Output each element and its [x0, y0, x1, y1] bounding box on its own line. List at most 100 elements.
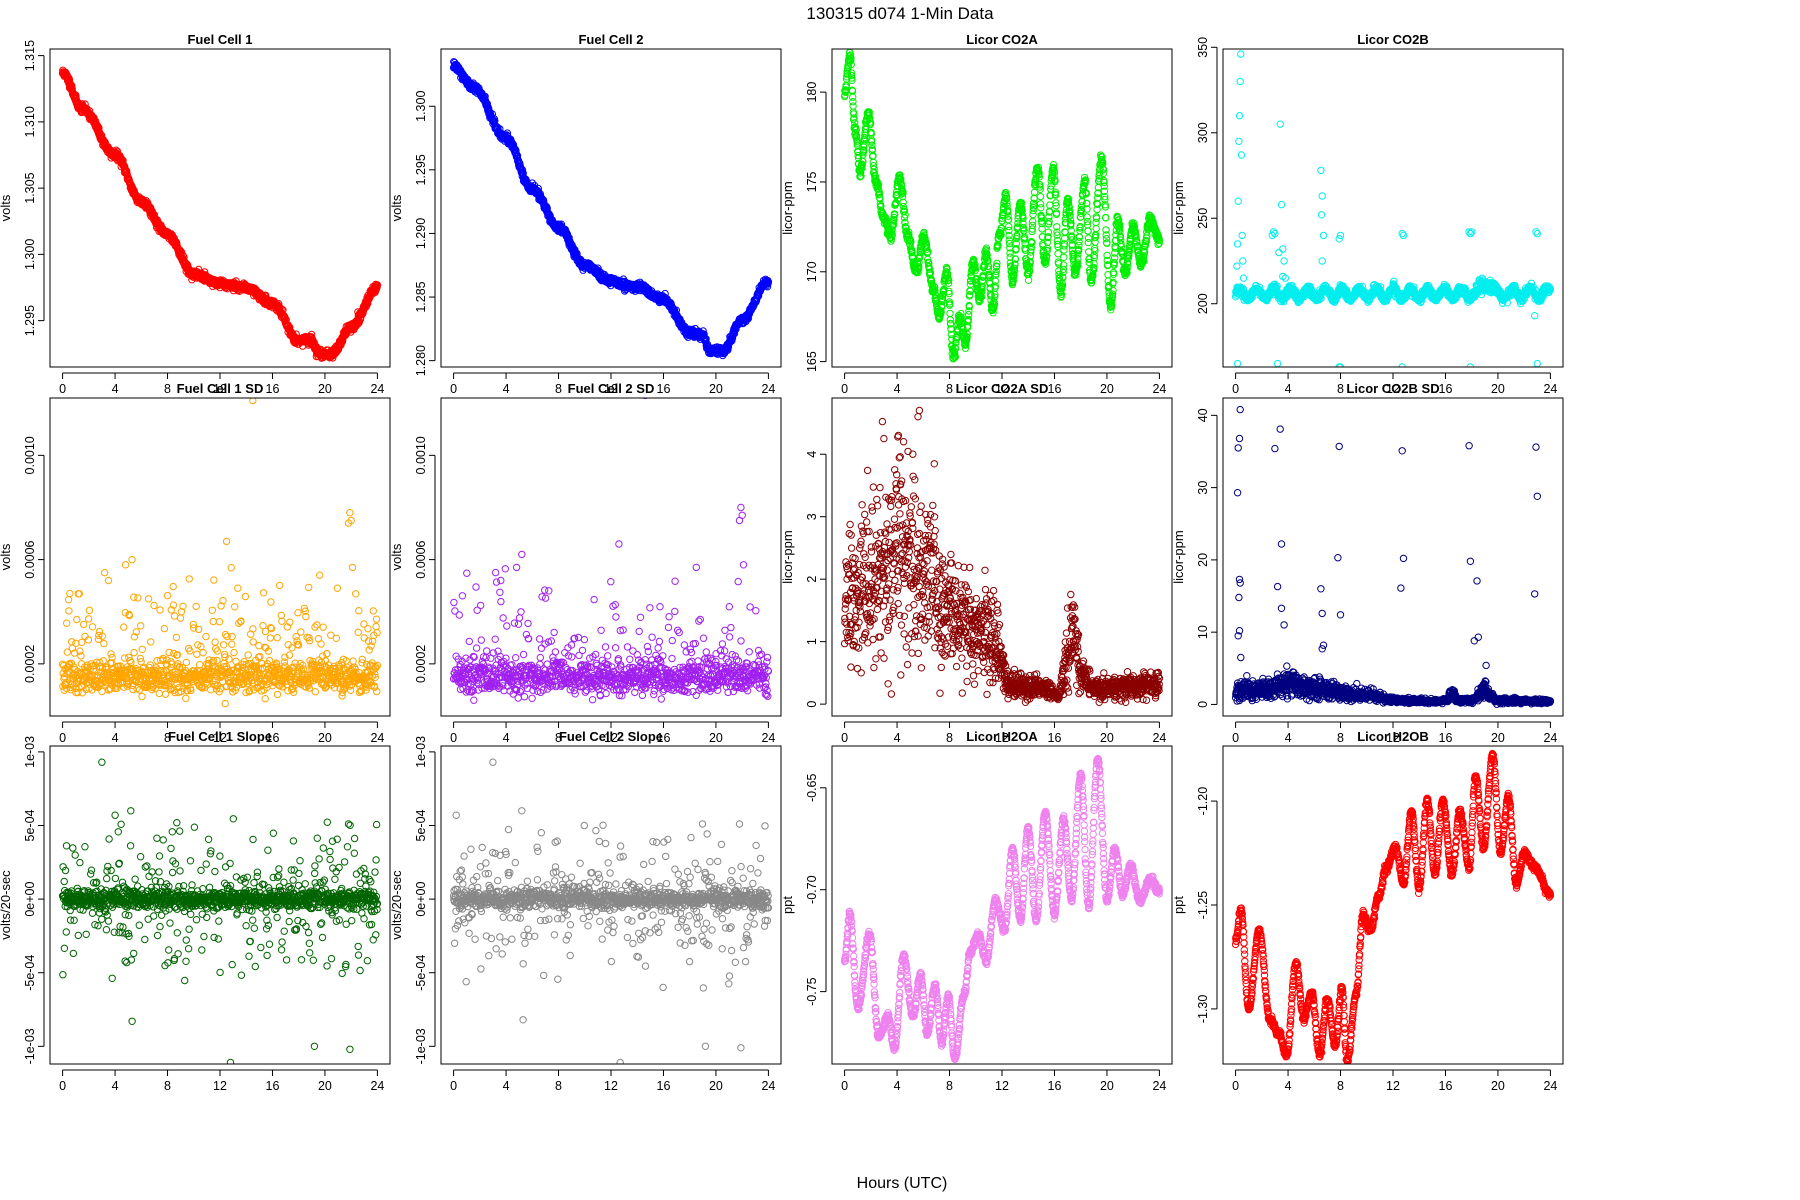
data-point [1006, 259, 1015, 267]
data-point [1030, 202, 1038, 210]
data-point [915, 263, 923, 271]
data-point [857, 172, 865, 180]
data-point [846, 51, 855, 59]
data-point [946, 300, 954, 308]
data-point [1037, 204, 1045, 212]
data-point [1035, 173, 1044, 181]
data-point [898, 192, 907, 201]
data-point [869, 158, 877, 166]
data-point [1092, 224, 1100, 233]
data-point [945, 289, 953, 298]
data-point [1059, 273, 1067, 282]
data-point [877, 202, 885, 210]
data-points [449, 58, 773, 360]
data-point [940, 285, 948, 294]
data-point [1018, 206, 1026, 214]
data-point [1042, 256, 1050, 265]
data-point [992, 263, 1001, 271]
data-point [762, 282, 771, 290]
data-point [952, 338, 960, 347]
data-point [843, 73, 851, 81]
data-point [1101, 195, 1109, 204]
x-tick-label: 24 [1152, 382, 1166, 396]
data-point [1140, 257, 1148, 265]
x-tick-label: 4 [112, 382, 119, 396]
data-point [1034, 163, 1043, 172]
data-point [1051, 188, 1060, 196]
x-tick-label: 8 [946, 382, 953, 396]
data-point [848, 76, 856, 85]
data-point [916, 251, 924, 260]
data-point [875, 190, 884, 198]
data-point [1036, 181, 1044, 189]
data-point [1100, 187, 1109, 195]
data-point [1123, 259, 1132, 267]
data-point [1044, 233, 1052, 241]
data-point [1090, 251, 1099, 260]
data-point [1006, 249, 1014, 257]
data-point [1085, 258, 1093, 267]
data-point [1038, 217, 1046, 225]
data-point [1073, 262, 1082, 270]
data-point [1110, 261, 1118, 269]
data-point [1103, 251, 1111, 260]
y-tick-label: 1.315 [23, 40, 37, 71]
data-point [905, 228, 913, 236]
data-point [1053, 223, 1061, 231]
x-axis-label: Hours (UTC) [857, 1175, 948, 1192]
data-point [856, 173, 864, 181]
data-point [977, 293, 986, 301]
data-point [1045, 220, 1053, 228]
data-point [1075, 241, 1083, 250]
data-point [900, 214, 909, 222]
data-point [1064, 198, 1073, 206]
y-axis-label: licor-ppm [780, 181, 795, 234]
data-point [943, 265, 951, 273]
data-point [1089, 271, 1097, 279]
y-tick-label: 1.290 [414, 218, 428, 249]
data-point [1053, 231, 1061, 239]
data-point [1012, 239, 1020, 248]
data-point [899, 202, 908, 211]
data-point [868, 136, 876, 144]
data-point [1099, 165, 1108, 174]
data-point [1065, 203, 1074, 211]
data-point [980, 263, 988, 271]
data-point [901, 219, 909, 227]
data-point [1059, 268, 1067, 277]
data-point [1057, 290, 1066, 298]
panel-title: Licor CO2B [1357, 32, 1429, 47]
figure-title: 130315 d074 1-Min Data [806, 4, 994, 23]
data-point [978, 276, 987, 285]
data-point [1076, 222, 1084, 231]
data-point [963, 333, 971, 341]
data-point [987, 292, 995, 300]
data-point [1003, 194, 1011, 203]
data-point [1101, 193, 1109, 201]
data-point [915, 258, 923, 267]
data-point [1036, 200, 1045, 208]
y-tick-label: 1.295 [414, 154, 428, 185]
data-point [1004, 208, 1012, 216]
data-point [1019, 214, 1027, 223]
data-point [1072, 271, 1080, 279]
data-point [1083, 199, 1091, 208]
data-point [992, 270, 1000, 278]
data-point [764, 278, 773, 286]
data-point [938, 296, 947, 304]
data-point [991, 277, 1000, 285]
data-point [1074, 250, 1082, 258]
data-point [1116, 227, 1124, 236]
data-point [1005, 226, 1013, 235]
x-tick-label: 0 [841, 382, 848, 396]
data-point [1060, 253, 1068, 261]
data-point [573, 249, 581, 258]
data-point [1102, 214, 1110, 222]
data-point [901, 211, 909, 219]
data-point [1110, 270, 1118, 278]
data-point [860, 137, 869, 145]
data-point [847, 69, 856, 77]
data-point [965, 307, 973, 315]
data-point [1134, 242, 1142, 250]
